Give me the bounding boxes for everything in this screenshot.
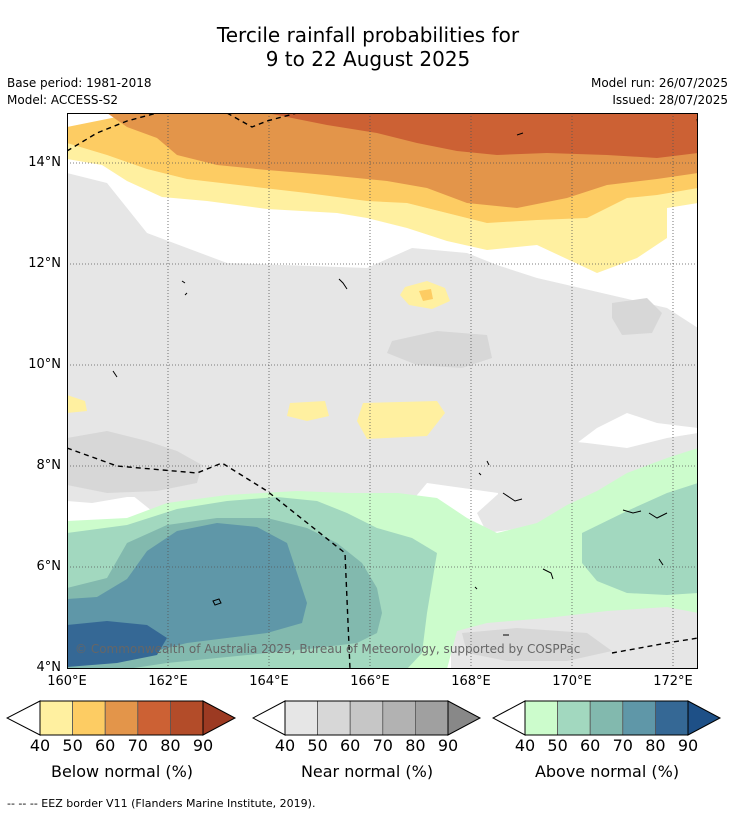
- eez-footnote: -- -- -- EEZ border V11 (Flanders Marine…: [7, 797, 316, 810]
- below-normal-patch-5: [67, 395, 87, 413]
- colorbar-tick-label: 40: [29, 736, 51, 755]
- near-normal-blob-1: [387, 331, 492, 368]
- colorbar-tick-label: 50: [62, 736, 83, 755]
- y-tick-6n: 6°N: [36, 559, 62, 574]
- near-normal-region-north: [67, 173, 698, 521]
- colorbar-tick-label: 60: [580, 736, 601, 755]
- base-period-text: Base period: 1981-2018: [7, 76, 152, 90]
- colorbar-segment: [284, 700, 318, 736]
- y-tick-14n: 14°N: [28, 155, 61, 170]
- colorbar-lower-extend: [492, 700, 526, 736]
- colorbar-lower-extend: [6, 700, 41, 736]
- colorbar-upper-extend: [202, 700, 237, 736]
- x-tick-168e: 168°E: [451, 674, 491, 689]
- map-frame: [67, 113, 698, 669]
- below-normal-patch-4: [357, 401, 445, 439]
- colorbar-tick-label: 50: [547, 736, 568, 755]
- near-normal-blob-3: [67, 431, 202, 493]
- y-tick-4n: 4°N: [36, 660, 62, 675]
- model-run-text: Model run: 26/07/2025: [590, 76, 728, 90]
- colorbar-tick-label: 90: [192, 736, 214, 755]
- below-normal-colorbar: [6, 700, 237, 736]
- colorbar-segment: [349, 700, 384, 736]
- above-normal-colorbar: [492, 700, 722, 736]
- colorbar-tick-label: 70: [372, 736, 393, 755]
- colorbar-segment: [589, 700, 624, 736]
- colorbar-tick-label: 80: [405, 736, 426, 755]
- x-tick-172e: 172°E: [653, 674, 693, 689]
- near-normal-colorbar: [252, 700, 482, 736]
- colorbar-lower-extend: [252, 700, 286, 736]
- below-normal-70: [267, 113, 698, 158]
- map-title-line1: Tercile rainfall probabilities for: [216, 23, 520, 47]
- colorbar-segment: [317, 700, 351, 736]
- colorbar-segment: [72, 700, 106, 736]
- colorbar-outline: [39, 700, 204, 736]
- x-tick-170e: 170°E: [552, 674, 592, 689]
- probability-map: © Commonwealth of Australia 2025, Bureau…: [67, 113, 698, 669]
- issued-text: Issued: 28/07/2025: [612, 93, 728, 107]
- colorbar-segment: [137, 700, 171, 736]
- colorbar-segment: [104, 700, 139, 736]
- near-normal-blob-4: [462, 628, 612, 661]
- model-text: Model: ACCESS-S2: [7, 93, 119, 107]
- y-tick-10n: 10°N: [28, 357, 61, 372]
- above-normal-80: [67, 621, 167, 667]
- colorbar-tick-label: 80: [160, 736, 181, 755]
- colorbar-segment: [414, 700, 449, 736]
- colorbar-outline: [524, 700, 689, 736]
- below-normal-patch-3: [287, 401, 329, 421]
- colorbar-tick-label: 80: [645, 736, 666, 755]
- colorbar-tick-label: 70: [127, 736, 148, 755]
- colorbar-upper-extend: [447, 700, 482, 736]
- x-tick-164e: 164°E: [249, 674, 289, 689]
- colorbar-segment: [654, 700, 689, 736]
- colorbar-segment: [557, 700, 591, 736]
- below-normal-legend-label: Below normal (%): [50, 762, 194, 781]
- colorbar-tick-label: 40: [274, 736, 296, 755]
- x-tick-162e: 162°E: [148, 674, 188, 689]
- colorbar-tick-label: 60: [95, 736, 116, 755]
- colorbar-tick-label: 50: [307, 736, 328, 755]
- colorbar-segment: [622, 700, 656, 736]
- colorbar-outline: [284, 700, 449, 736]
- colorbar-segment: [169, 700, 204, 736]
- copyright-text: © Commonwealth of Australia 2025, Bureau…: [75, 642, 580, 656]
- colorbar-segment: [39, 700, 73, 736]
- colorbar-segment: [524, 700, 558, 736]
- colorbar-tick-label: 90: [677, 736, 699, 755]
- x-tick-160e: 160°E: [47, 674, 87, 689]
- map-title-line2: 9 to 22 August 2025: [265, 47, 471, 71]
- below-normal-patch-2: [419, 289, 433, 301]
- colorbar-tick-label: 70: [612, 736, 633, 755]
- y-tick-8n: 8°N: [36, 458, 62, 473]
- colorbar-upper-extend: [687, 700, 722, 736]
- eez-borders: [67, 113, 698, 669]
- colorbar-tick-label: 40: [514, 736, 536, 755]
- colorbar-segment: [382, 700, 416, 736]
- near-normal-blob-2: [612, 298, 662, 335]
- y-tick-12n: 12°N: [28, 256, 61, 271]
- near-normal-legend-label: Near normal (%): [300, 762, 434, 781]
- x-tick-166e: 166°E: [350, 674, 390, 689]
- above-normal-legend-label: Above normal (%): [534, 762, 680, 781]
- colorbar-tick-label: 90: [437, 736, 459, 755]
- colorbar-tick-label: 60: [340, 736, 361, 755]
- near-normal-region-east: [477, 433, 698, 533]
- map-gridlines: [67, 113, 698, 669]
